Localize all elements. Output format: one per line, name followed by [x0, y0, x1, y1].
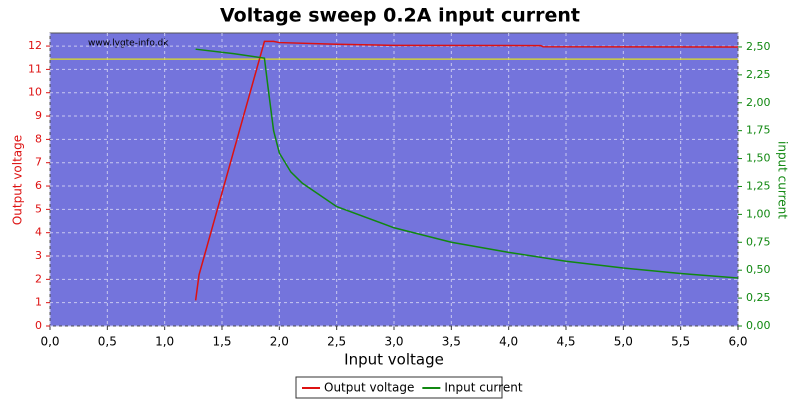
y-tick-label: 5 — [35, 202, 42, 215]
y2-tick-label: 2,00 — [746, 96, 771, 109]
x-tick-label: 5,5 — [671, 335, 690, 349]
x-tick-label: 4,5 — [556, 335, 575, 349]
y2-tick-label: 0,00 — [746, 319, 771, 332]
x-tick-label: 1,5 — [212, 335, 231, 349]
x-tick-label: 0,5 — [98, 335, 117, 349]
x-tick-label: 2,0 — [270, 335, 289, 349]
y-tick-label: 7 — [35, 156, 42, 169]
y-tick-label: 12 — [28, 39, 42, 52]
y-tick-label: 10 — [28, 86, 42, 99]
y-tick-label: 1 — [35, 296, 42, 309]
data-line — [194, 40, 739, 301]
legend — [295, 376, 503, 399]
data-line — [195, 48, 739, 279]
y-tick-label: 0 — [35, 319, 42, 332]
y-tick-label: 2 — [35, 272, 42, 285]
y2-tick-label: 2,50 — [746, 40, 771, 53]
y-axis-label: Output voltage — [11, 135, 25, 225]
x-axis-label: Input voltage — [344, 351, 444, 369]
y-tick-label: 4 — [35, 226, 42, 239]
y2-tick-label: 1,00 — [746, 207, 771, 220]
y-tick-label: 6 — [35, 179, 42, 192]
chart-title: Voltage sweep 0.2A input current — [220, 5, 580, 27]
y-tick-label: 11 — [28, 62, 42, 75]
x-tick-label: 0,0 — [40, 335, 59, 349]
watermark: www.lygte-info.dk — [88, 39, 169, 49]
y-tick-label: 3 — [35, 249, 42, 262]
y-tick-label: 8 — [35, 132, 42, 145]
legend-label: Input current — [444, 381, 522, 395]
x-tick-label: 3,0 — [384, 335, 403, 349]
x-tick-label: 1,0 — [155, 335, 174, 349]
y2-tick-label: 0,50 — [746, 263, 771, 276]
y2-tick-label: 0,75 — [746, 235, 771, 248]
y2-tick-label: 1,25 — [746, 179, 771, 192]
x-tick-label: 3,5 — [442, 335, 461, 349]
y2-tick-label: 1,50 — [746, 152, 771, 165]
legend-label: Output voltage — [324, 381, 414, 395]
x-tick-label: 5,0 — [614, 335, 633, 349]
y2-tick-label: 0,25 — [746, 291, 771, 304]
y-tick-label: 9 — [35, 109, 42, 122]
y2-tick-label: 2,25 — [746, 68, 771, 81]
x-tick-label: 4,0 — [499, 335, 518, 349]
x-tick-label: 2,5 — [327, 335, 346, 349]
y2-axis-label: input current — [776, 141, 790, 219]
y2-tick-label: 1,75 — [746, 124, 771, 137]
x-tick-label: 6,0 — [728, 335, 747, 349]
